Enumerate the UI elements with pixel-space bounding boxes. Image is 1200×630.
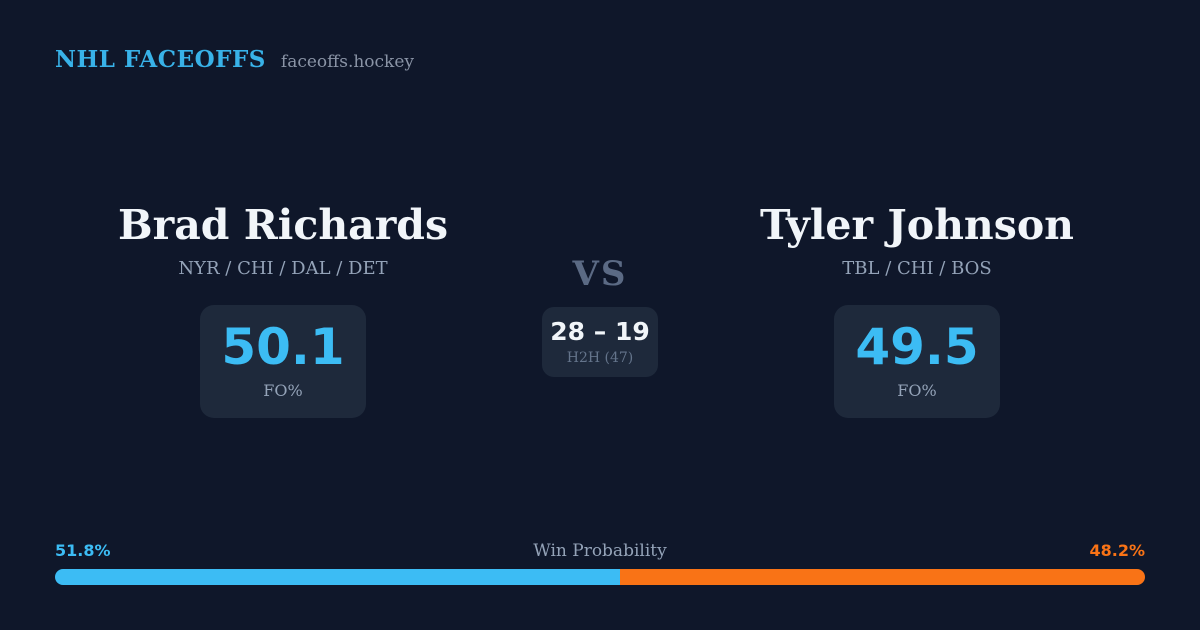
win-bar-orange — [619, 569, 1145, 585]
player-left: Brad Richards NYR / CHI / DAL / DET 50.1… — [55, 201, 511, 418]
player-right-name: Tyler Johnson — [760, 201, 1074, 249]
player-right-faceoff-label: FO% — [897, 381, 937, 401]
header: NHL FACEOFFS faceoffs.hockey — [55, 46, 414, 73]
vs-label: VS — [572, 254, 628, 294]
player-left-faceoff-percentage: 50.1 — [221, 318, 345, 377]
player-left-name: Brad Richards — [117, 201, 449, 249]
win-bar-blue — [55, 569, 620, 585]
win-probability-title: Win Probability — [533, 541, 667, 561]
matchup-section: Brad Richards NYR / CHI / DAL / DET 50.1… — [55, 201, 1145, 418]
left-win-percentage: 51.8% — [55, 541, 111, 560]
player-left-faceoff-label: FO% — [263, 381, 303, 401]
versus-column: VS 28 – 19 H2H (47) — [511, 205, 689, 377]
player-left-teams: NYR / CHI / DAL / DET — [178, 257, 388, 279]
site-url: faceoffs.hockey — [280, 52, 415, 72]
player-right-teams: TBL / CHI / BOS — [842, 257, 992, 279]
win-probability-section: 51.8% Win Probability 48.2% — [55, 541, 1145, 585]
player-right: Tyler Johnson TBL / CHI / BOS 49.5 FO% — [689, 201, 1145, 418]
player-right-faceoff-percentage: 49.5 — [855, 318, 979, 377]
head-to-head-card: 28 – 19 H2H (47) — [542, 307, 658, 377]
right-win-percentage: 48.2% — [1089, 541, 1145, 560]
h2h-score: 28 – 19 — [550, 316, 650, 346]
player-right-faceoff-card: 49.5 FO% — [834, 304, 1000, 418]
h2h-label: H2H (47) — [566, 349, 634, 366]
player-left-faceoff-card: 50.1 FO% — [200, 304, 366, 418]
brand-title: NHL FACEOFFS — [55, 46, 266, 73]
win-probability-labels: 51.8% Win Probability 48.2% — [55, 541, 1145, 561]
win-probability-bar — [55, 569, 1145, 585]
